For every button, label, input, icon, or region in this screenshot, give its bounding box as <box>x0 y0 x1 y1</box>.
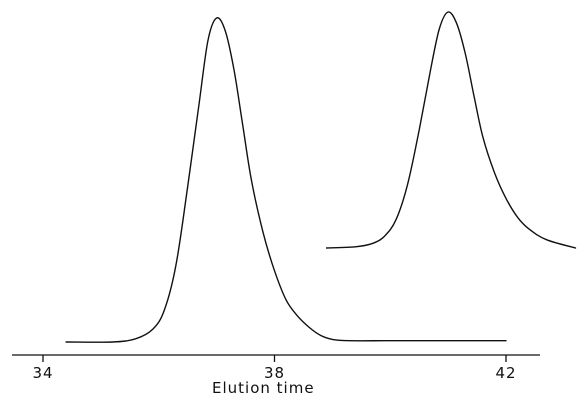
curves <box>65 11 577 343</box>
x-axis-ticks: 34 38 42 <box>32 355 516 382</box>
x-tick-label-34: 34 <box>32 364 53 382</box>
x-axis-label: Elution time <box>212 379 315 397</box>
x-tick-label-42: 42 <box>495 364 516 382</box>
series-1-curve <box>65 17 507 343</box>
x-tick-label-38: 38 <box>264 364 285 382</box>
series-2-curve <box>325 11 577 249</box>
